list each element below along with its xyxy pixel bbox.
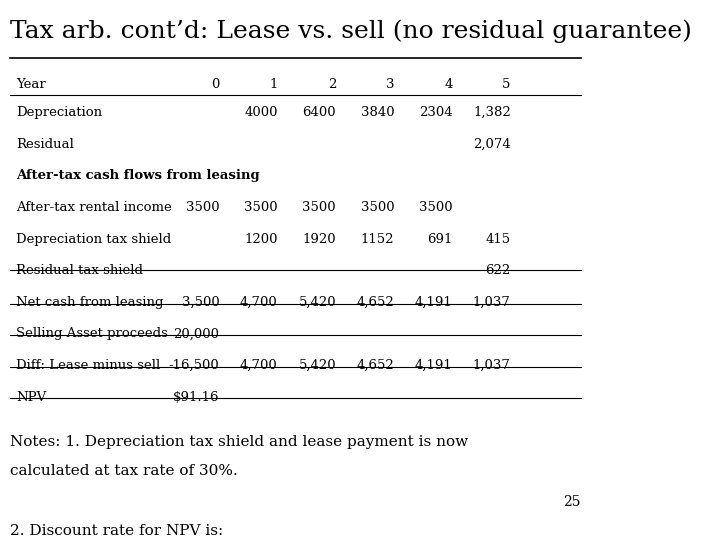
Text: 20,000: 20,000: [174, 327, 220, 340]
Text: 5,420: 5,420: [298, 359, 336, 372]
Text: Notes: 1. Depreciation tax shield and lease payment is now: Notes: 1. Depreciation tax shield and le…: [10, 435, 468, 449]
Text: 6400: 6400: [302, 106, 336, 119]
Text: 4,700: 4,700: [240, 296, 278, 309]
Text: -16,500: -16,500: [168, 359, 220, 372]
Text: Selling Asset proceeds: Selling Asset proceeds: [16, 327, 168, 340]
Text: 1152: 1152: [361, 233, 395, 246]
Text: 3840: 3840: [361, 106, 395, 119]
Text: 3: 3: [386, 78, 395, 91]
Text: 5,420: 5,420: [298, 296, 336, 309]
Text: 1920: 1920: [302, 233, 336, 246]
Text: NPV: NPV: [16, 390, 46, 403]
Text: Net cash from leasing: Net cash from leasing: [16, 296, 163, 309]
Text: Diff: Lease minus sell: Diff: Lease minus sell: [16, 359, 160, 372]
Text: 4,191: 4,191: [415, 359, 452, 372]
Text: 1,037: 1,037: [473, 359, 510, 372]
Text: 3500: 3500: [244, 201, 278, 214]
Text: 5: 5: [503, 78, 510, 91]
Text: Year: Year: [16, 78, 45, 91]
Text: Depreciation tax shield: Depreciation tax shield: [16, 233, 171, 246]
Text: 3500: 3500: [186, 201, 220, 214]
Text: $91.16: $91.16: [173, 390, 220, 403]
Text: 25: 25: [563, 495, 580, 509]
Text: Residual: Residual: [16, 138, 73, 151]
Text: 2304: 2304: [419, 106, 452, 119]
Text: 4,652: 4,652: [356, 359, 395, 372]
Text: Residual tax shield: Residual tax shield: [16, 264, 143, 277]
Text: 415: 415: [485, 233, 510, 246]
Text: 4,191: 4,191: [415, 296, 452, 309]
Text: 1: 1: [269, 78, 278, 91]
Text: 3500: 3500: [361, 201, 395, 214]
Text: calculated at tax rate of 30%.: calculated at tax rate of 30%.: [10, 464, 238, 478]
Text: 0: 0: [211, 78, 220, 91]
Text: 1,037: 1,037: [473, 296, 510, 309]
Text: Tax arb. cont’d: Lease vs. sell (no residual guarantee): Tax arb. cont’d: Lease vs. sell (no resi…: [10, 19, 692, 43]
Text: 3500: 3500: [419, 201, 452, 214]
Text: 4,652: 4,652: [356, 296, 395, 309]
Text: 4: 4: [444, 78, 452, 91]
Text: 3500: 3500: [302, 201, 336, 214]
Text: 4,700: 4,700: [240, 359, 278, 372]
Text: 691: 691: [427, 233, 452, 246]
Text: 2,074: 2,074: [473, 138, 510, 151]
Text: 2: 2: [328, 78, 336, 91]
Text: 622: 622: [485, 264, 510, 277]
Text: 2. Discount rate for NPV is:: 2. Discount rate for NPV is:: [10, 524, 223, 538]
Text: 1200: 1200: [244, 233, 278, 246]
Text: Depreciation: Depreciation: [16, 106, 102, 119]
Text: 4000: 4000: [244, 106, 278, 119]
Text: After-tax rental income: After-tax rental income: [16, 201, 171, 214]
Text: 3,500: 3,500: [182, 296, 220, 309]
Text: After-tax cash flows from leasing: After-tax cash flows from leasing: [16, 170, 259, 183]
Text: 1,382: 1,382: [473, 106, 510, 119]
